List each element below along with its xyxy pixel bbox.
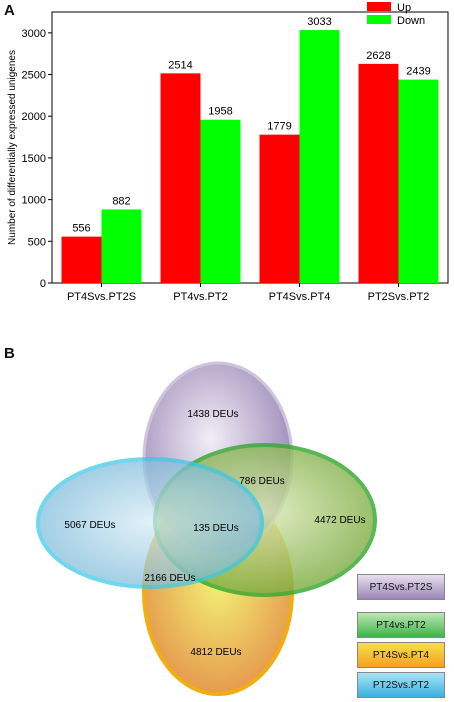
bar-down (398, 79, 439, 283)
venn-label-blue-yellow: 2166 DEUs (144, 573, 195, 584)
bar-up (160, 73, 201, 283)
y-tick-label: 3000 (22, 28, 46, 40)
bar-value-label: 1779 (267, 121, 291, 133)
bar-down (101, 209, 142, 283)
y-tick-label: 0 (40, 278, 46, 290)
bar-value-label: 1958 (208, 106, 232, 118)
legend-swatch-down (367, 15, 391, 24)
venn-legend-label-2: PT4Svs.PT4 (372, 649, 430, 661)
venn-label-purple: 1438 DEUs (187, 409, 238, 420)
bar-down (299, 30, 340, 283)
bar-up (61, 236, 102, 283)
legend-label-down: Down (397, 15, 425, 27)
plot-frame (51, 11, 449, 284)
venn-legend-item-2: PT4Svs.PT4 (357, 642, 445, 668)
venn-label-blue: 5067 DEUs (64, 520, 115, 531)
y-axis-label: Number of differentially expressed unige… (7, 50, 18, 245)
bar-value-label: 2439 (406, 66, 430, 78)
venn-legend-item-3: PT2Svs.PT2 (357, 672, 445, 698)
venn-blue-set (36, 457, 264, 589)
bar-value-label: 2514 (168, 59, 192, 71)
legend-label-up: Up (397, 2, 411, 14)
bar-value-label: 3033 (307, 16, 331, 28)
bar-value-label: 2628 (366, 50, 390, 62)
venn-label-purple-green: 786 DEUs (239, 476, 285, 487)
venn-label-yellow: 4812 DEUs (190, 647, 241, 658)
bar-up (358, 63, 399, 283)
venn-label-green: 4472 DEUs (314, 515, 365, 526)
bar-value-label: 882 (112, 195, 130, 207)
y-tick-label: 1000 (22, 195, 46, 207)
bar-chart: 0 500 1000 1500 2000 2500 3000 Number of differ… (7, 2, 449, 303)
x-tick-label: PT4vs.PT2 (173, 291, 227, 303)
bar-down (200, 119, 241, 283)
x-tick-label: PT4Svs.PT2S (67, 291, 136, 303)
venn-legend-label-3: PT2Svs.PT2 (372, 679, 430, 691)
venn-legend-label-0: PT4Svs.PT2S (369, 581, 433, 593)
venn-legend-item-1: PT4vs.PT2 (357, 612, 445, 638)
bar-up (259, 134, 300, 283)
venn-legend-item-0: PT4Svs.PT2S (357, 574, 445, 600)
venn-legend-label-1: PT4vs.PT2 (376, 619, 426, 631)
y-tick-label: 2500 (22, 70, 46, 82)
x-tick-label: PT4Svs.PT4 (269, 291, 331, 303)
bar-value-label: 556 (72, 223, 90, 235)
venn-diagram: 1438 DEUs 786 DEUs 4472 DEUs 5067 DEUs 1… (36, 361, 377, 696)
venn-label-center: 135 DEUs (193, 523, 239, 534)
x-tick-label: PT2Svs.PT2 (368, 291, 430, 303)
legend-swatch-up (367, 2, 391, 11)
panel-b-letter: B (4, 345, 15, 362)
y-tick-label: 500 (28, 236, 46, 248)
panel-a-letter: A (4, 2, 15, 19)
y-tick-label: 1500 (22, 153, 46, 165)
y-tick-label: 2000 (22, 111, 46, 123)
